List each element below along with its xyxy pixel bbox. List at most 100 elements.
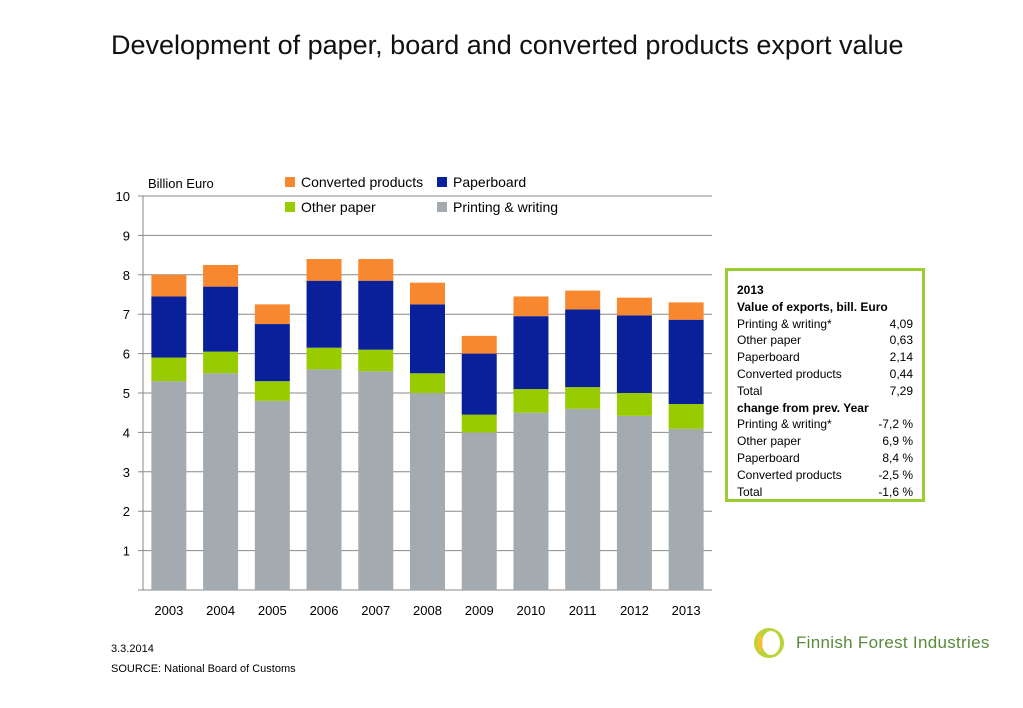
bar-segment-converted-products-2010 <box>513 296 548 316</box>
legend-item-paperboard: Paperboard <box>437 174 526 190</box>
bar-segment-paperboard-2005 <box>255 324 290 381</box>
info-year: 2013 <box>737 282 913 299</box>
bar-segment-paperboard-2009 <box>462 354 497 415</box>
info-change-value: -7,2 % <box>871 416 913 433</box>
bar-segment-paperboard-2011 <box>565 309 600 387</box>
info-value: 0,63 <box>871 332 913 349</box>
bar-segment-converted-products-2009 <box>462 336 497 354</box>
y-tick-label: 7 <box>123 307 130 322</box>
legend-label-paperboard: Paperboard <box>453 174 526 190</box>
y-tick-label: 9 <box>123 228 130 243</box>
bar-segment-paperboard-2013 <box>669 320 704 404</box>
bar-segment-other-paper-2004 <box>203 352 238 374</box>
x-tick-label: 2011 <box>569 603 597 618</box>
x-tick-label: 2003 <box>154 603 183 618</box>
legend-item-other-paper: Other paper <box>285 199 376 215</box>
bar-segment-paperboard-2012 <box>617 315 652 393</box>
bar-segment-printing-writing-2007 <box>358 371 393 590</box>
x-tick-label: 2010 <box>516 603 545 618</box>
info-value-row: Total 7,29 <box>737 383 913 400</box>
info-change-label: Paperboard <box>737 450 800 467</box>
info-value-row: Converted products 0,44 <box>737 366 913 383</box>
info-change-label: Converted products <box>737 467 842 484</box>
bar-segment-printing-writing-2003 <box>151 381 186 590</box>
y-tick-label: 1 <box>123 544 130 559</box>
info-value: 7,29 <box>871 383 913 400</box>
summary-info-box: 2013 Value of exports, bill. Euro Printi… <box>725 268 925 502</box>
info-value-label: Total <box>737 383 762 400</box>
bar-segment-printing-writing-2005 <box>255 401 290 590</box>
bar-segment-printing-writing-2006 <box>307 369 342 590</box>
info-change-value: -1,6 % <box>871 484 913 501</box>
y-tick-label: 10 <box>116 189 130 204</box>
info-change-row: Total -1,6 % <box>737 484 913 501</box>
y-axis-unit-label: Billion Euro <box>148 176 214 191</box>
info-change-row: Printing & writing* -7,2 % <box>737 416 913 433</box>
info-value: 4,09 <box>871 316 913 333</box>
info-value: 0,44 <box>871 366 913 383</box>
info-change-row: Paperboard 8,4 % <box>737 450 913 467</box>
y-tick-label: 6 <box>123 347 130 362</box>
bar-segment-printing-writing-2012 <box>617 416 652 590</box>
bar-segment-converted-products-2011 <box>565 291 600 310</box>
info-change-value: 8,4 % <box>871 450 913 467</box>
bar-segment-other-paper-2006 <box>307 348 342 370</box>
bar-segment-converted-products-2003 <box>151 275 186 297</box>
legend-item-printing-writing: Printing & writing <box>437 199 558 215</box>
x-tick-label: 2007 <box>361 603 390 618</box>
bar-segment-converted-products-2004 <box>203 265 238 287</box>
logo-text: Finnish Forest Industries <box>796 633 990 653</box>
bar-segment-printing-writing-2004 <box>203 373 238 590</box>
bar-segment-other-paper-2013 <box>669 404 704 429</box>
info-change-value: -2,5 % <box>871 467 913 484</box>
info-change-label: Other paper <box>737 433 801 450</box>
info-change-label: Printing & writing* <box>737 416 832 433</box>
info-value-label: Printing & writing* <box>737 316 832 333</box>
bar-segment-printing-writing-2008 <box>410 393 445 590</box>
bar-segment-other-paper-2003 <box>151 358 186 382</box>
info-value-label: Other paper <box>737 332 801 349</box>
bar-segment-converted-products-2008 <box>410 283 445 305</box>
info-change-value: 6,9 % <box>871 433 913 450</box>
x-tick-label: 2009 <box>465 603 494 618</box>
bar-segment-paperboard-2003 <box>151 296 186 357</box>
legend-label-converted-products: Converted products <box>301 174 423 190</box>
bar-segment-converted-products-2005 <box>255 304 290 324</box>
bar-segment-converted-products-2013 <box>669 302 704 319</box>
bar-segment-other-paper-2012 <box>617 393 652 416</box>
info-value-row: Other paper 0,63 <box>737 332 913 349</box>
bar-segment-other-paper-2009 <box>462 415 497 433</box>
bar-segment-converted-products-2007 <box>358 259 393 281</box>
info-values-heading: Value of exports, bill. Euro <box>737 299 913 316</box>
footer-date: 3.3.2014 <box>111 643 154 655</box>
y-tick-label: 8 <box>123 268 130 283</box>
footer-source: SOURCE: National Board of Customs <box>111 663 296 675</box>
bar-segment-converted-products-2006 <box>307 259 342 281</box>
bar-segment-paperboard-2007 <box>358 281 393 350</box>
x-tick-label: 2012 <box>620 603 649 618</box>
bar-segment-paperboard-2008 <box>410 304 445 373</box>
y-tick-label: 5 <box>123 386 130 401</box>
legend-swatch-paperboard <box>437 177 447 187</box>
x-tick-label: 2013 <box>672 603 701 618</box>
bar-segment-paperboard-2010 <box>513 316 548 389</box>
legend-swatch-other-paper <box>285 202 295 212</box>
company-logo: Finnish Forest Industries <box>752 625 990 661</box>
bar-segment-other-paper-2005 <box>255 381 290 401</box>
info-value: 2,14 <box>871 349 913 366</box>
info-value-row: Paperboard 2,14 <box>737 349 913 366</box>
x-tick-label: 2004 <box>206 603 235 618</box>
legend-swatch-converted-products <box>285 177 295 187</box>
info-value-row: Printing & writing* 4,09 <box>737 316 913 333</box>
x-tick-label: 2006 <box>310 603 339 618</box>
info-change-heading: change from prev. Year <box>737 400 913 417</box>
bar-segment-printing-writing-2013 <box>669 429 704 590</box>
bar-segment-other-paper-2010 <box>513 389 548 413</box>
bar-segment-printing-writing-2009 <box>462 432 497 590</box>
bar-segment-converted-products-2012 <box>617 298 652 316</box>
info-change-row: Other paper 6,9 % <box>737 433 913 450</box>
legend-label-printing-writing: Printing & writing <box>453 199 558 215</box>
y-tick-label: 3 <box>123 465 130 480</box>
bar-segment-paperboard-2004 <box>203 287 238 352</box>
bar-segment-other-paper-2008 <box>410 373 445 393</box>
